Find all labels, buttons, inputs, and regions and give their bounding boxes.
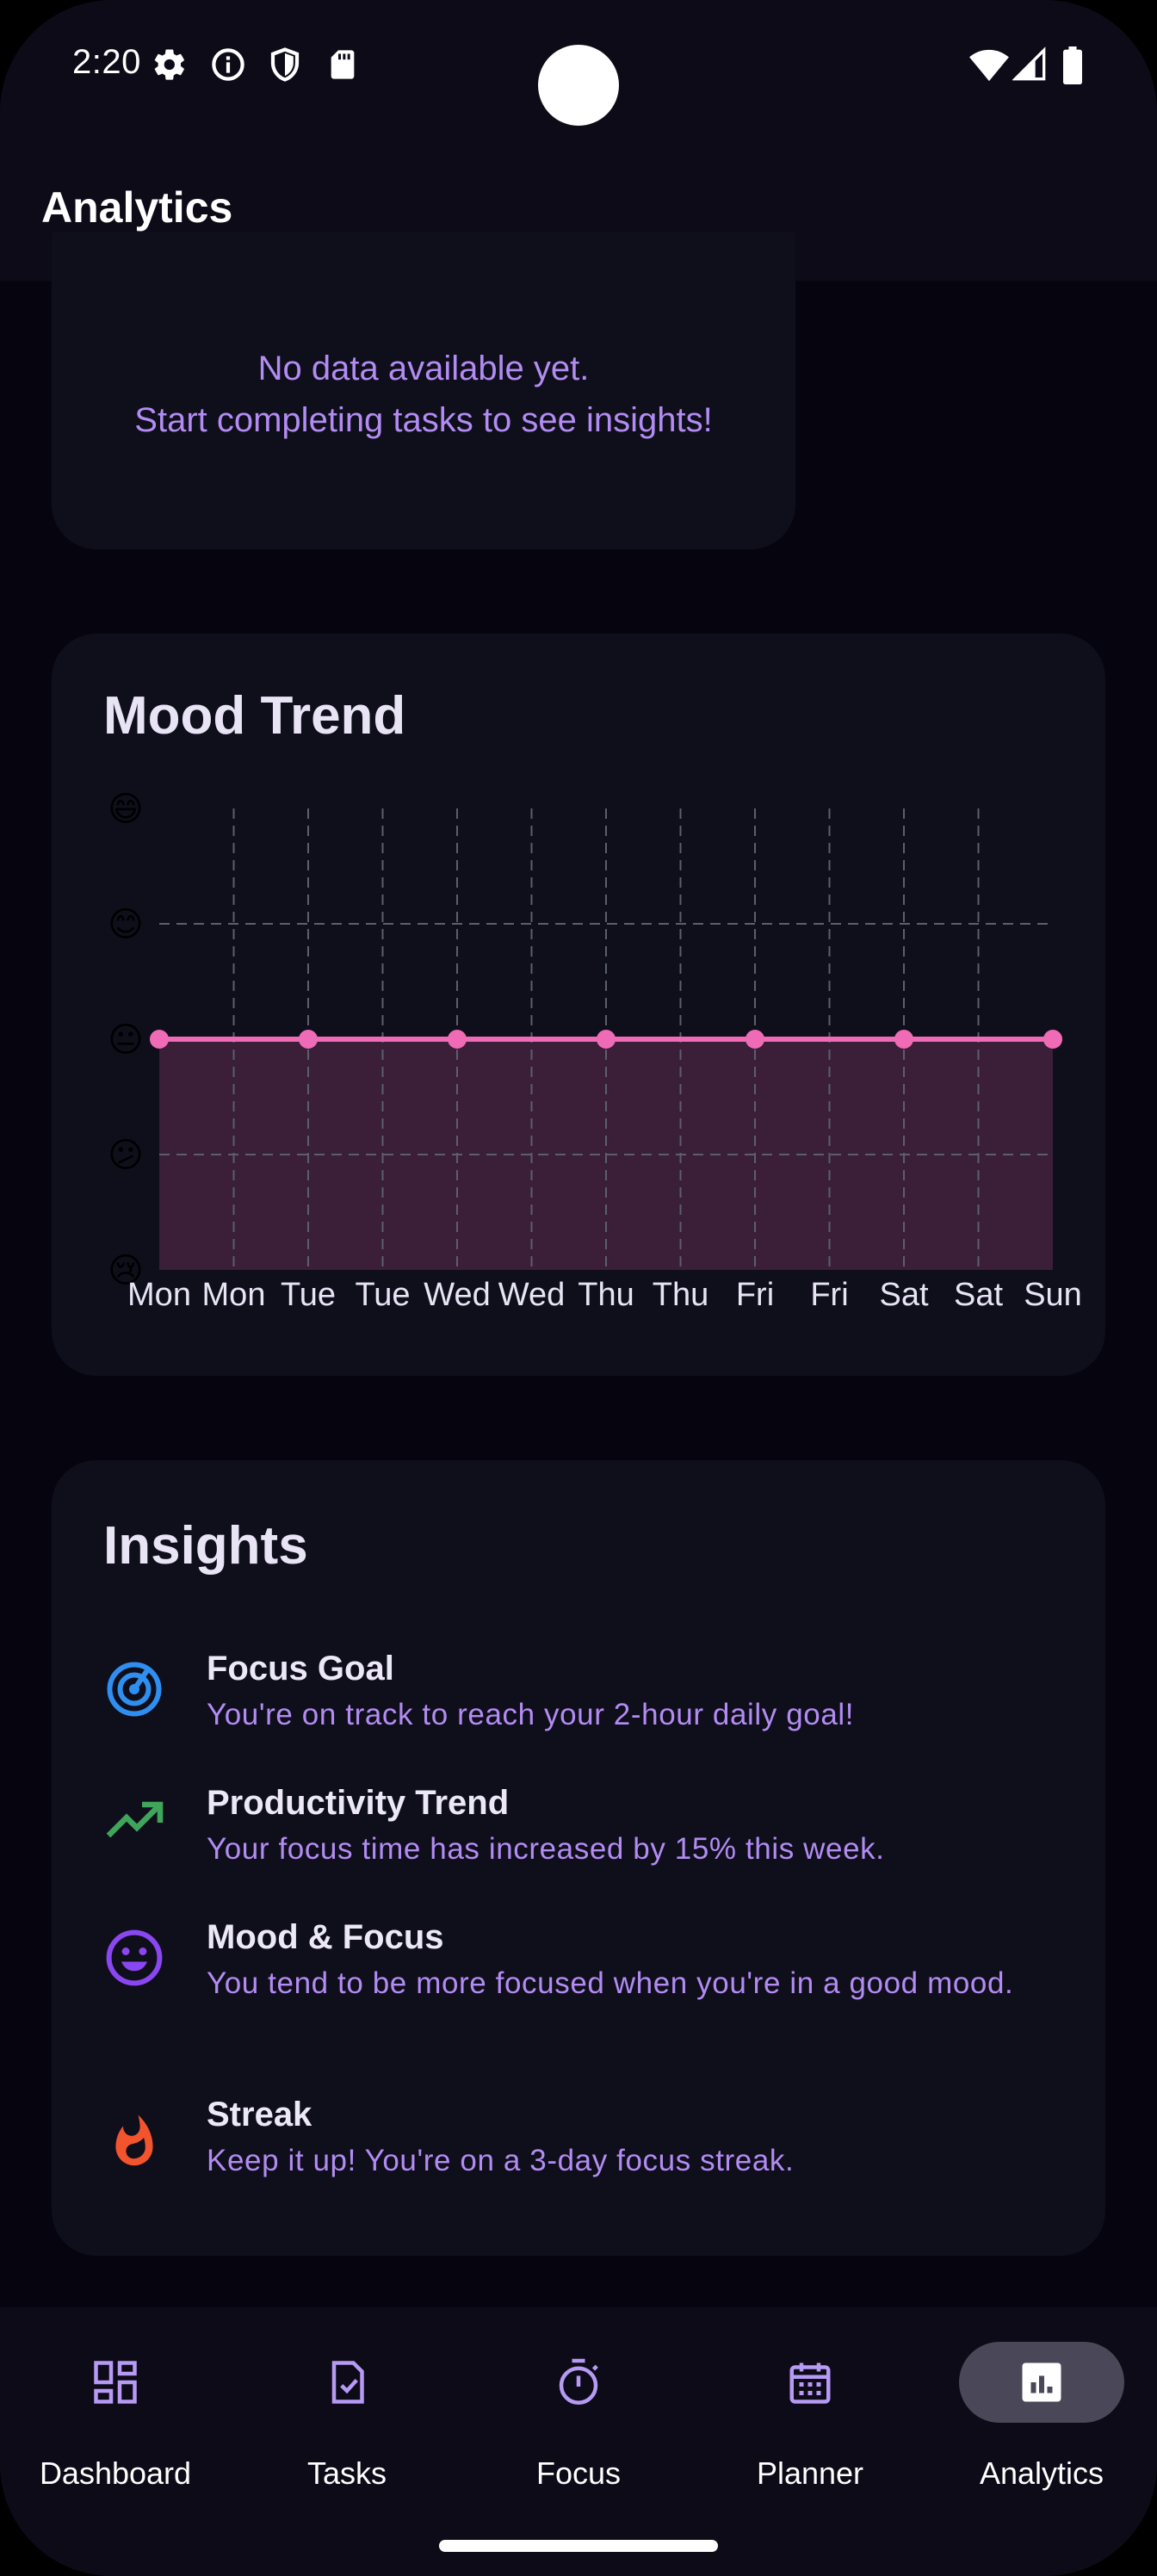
nav-label: Focus — [535, 2455, 622, 2491]
fire-icon — [103, 2111, 165, 2173]
timer-icon — [559, 2358, 598, 2405]
nav-icon-container — [727, 2342, 893, 2423]
y-tick-label: 😢 — [108, 1252, 144, 1290]
y-tick-label: 😕 — [108, 1136, 144, 1174]
x-tick-label: Thu — [578, 1277, 634, 1313]
insight-title: Focus Goal — [207, 1650, 394, 1687]
status-bar: 2:20 — [0, 0, 1157, 138]
y-tick-label: 😄 — [108, 790, 144, 828]
nav-item-planner[interactable]: Planner — [695, 2307, 925, 2514]
sd-card-icon — [325, 46, 360, 87]
y-tick-label: 😊 — [108, 906, 144, 944]
mood-point — [746, 1030, 764, 1049]
nav-icon-container — [33, 2342, 198, 2423]
mood-trend-title: Mood Trend — [103, 686, 406, 746]
analytics-icon — [1022, 2362, 1061, 2402]
x-tick-label: Wed — [424, 1277, 490, 1313]
battery-icon — [1062, 46, 1083, 89]
x-tick-label: Tue — [355, 1277, 410, 1313]
empty-state-card: No data available yet. Start completing … — [52, 232, 795, 549]
bottom-navigation: Dashboard Tasks Focus Planner Analytics — [0, 2307, 1157, 2576]
signal-icon — [1012, 46, 1047, 87]
x-tick-label: Fri — [810, 1277, 848, 1313]
insight-body: You tend to be more focused when you're … — [207, 1966, 1014, 2000]
home-indicator — [439, 2540, 718, 2552]
insight-title: Streak — [207, 2096, 312, 2133]
insights-card: Insights Focus Goal You're on track to r… — [52, 1460, 1105, 2256]
nav-item-tasks[interactable]: Tasks — [232, 2307, 462, 2514]
mood-point — [150, 1030, 169, 1049]
smile-icon — [103, 1927, 165, 1989]
nav-label: Dashboard — [39, 2455, 192, 2491]
x-tick-label: Sun — [1024, 1277, 1082, 1313]
target-icon — [103, 1658, 165, 1720]
nav-item-analytics[interactable]: Analytics — [926, 2307, 1157, 2514]
insight-body: Your focus time has increased by 15% thi… — [207, 1832, 885, 1866]
x-tick-label: Mon — [202, 1277, 266, 1313]
x-tick-label: Mon — [127, 1277, 191, 1313]
info-icon — [210, 46, 246, 87]
trending-up-icon — [103, 1789, 165, 1851]
mood-point — [597, 1030, 616, 1049]
mood-trend-chart: 😢 😕 😐 😊 😄 Mon Mon Tue Tue Wed Wed Thu Thu Fri Fri Sat Sa… — [108, 790, 1082, 1313]
empty-state-line-1: No data available yet. — [257, 350, 590, 387]
nav-label: Analytics — [979, 2455, 1104, 2491]
calendar-icon — [789, 2362, 831, 2404]
insight-title: Productivity Trend — [207, 1784, 510, 1822]
nav-item-dashboard[interactable]: Dashboard — [0, 2307, 231, 2514]
front-camera — [538, 45, 619, 126]
nav-icon-container — [264, 2342, 430, 2423]
x-tick-label: Tue — [281, 1277, 336, 1313]
insight-title: Mood & Focus — [207, 1918, 444, 1956]
wifi-icon — [969, 46, 1009, 87]
x-tick-label: Fri — [736, 1277, 774, 1313]
x-tick-label: Sat — [954, 1277, 1003, 1313]
mood-point — [1043, 1030, 1062, 1049]
mood-point — [448, 1030, 467, 1049]
x-tick-label: Thu — [653, 1277, 708, 1313]
insights-title: Insights — [103, 1516, 308, 1576]
empty-state-line-2: Start completing tasks to see insights! — [134, 401, 713, 439]
nav-icon-container — [496, 2342, 661, 2423]
mood-point — [894, 1030, 913, 1049]
y-tick-label: 😐 — [108, 1021, 144, 1059]
mood-trend-card: Mood Trend 😢 😕 😐 😊 😄 Mon Mon Tue Tue Wed Wed Thu Thu… — [52, 634, 1105, 1376]
shield-icon — [267, 46, 303, 87]
nav-label: Tasks — [306, 2455, 387, 2491]
nav-item-focus[interactable]: Focus — [463, 2307, 694, 2514]
tasks-icon — [331, 2361, 364, 2404]
nav-icon-container-active — [959, 2342, 1124, 2423]
page-title: Analytics — [41, 183, 233, 232]
status-time: 2:20 — [72, 43, 141, 81]
nav-label: Planner — [756, 2455, 864, 2491]
dashboard-icon — [94, 2361, 137, 2404]
insight-body: You're on track to reach your 2-hour dai… — [207, 1698, 855, 1731]
gear-icon — [152, 46, 188, 87]
x-tick-label: Sat — [879, 1277, 928, 1313]
insight-body: Keep it up! You're on a 3-day focus stre… — [207, 2144, 795, 2177]
mood-point — [299, 1030, 318, 1049]
x-tick-label: Wed — [498, 1277, 565, 1313]
